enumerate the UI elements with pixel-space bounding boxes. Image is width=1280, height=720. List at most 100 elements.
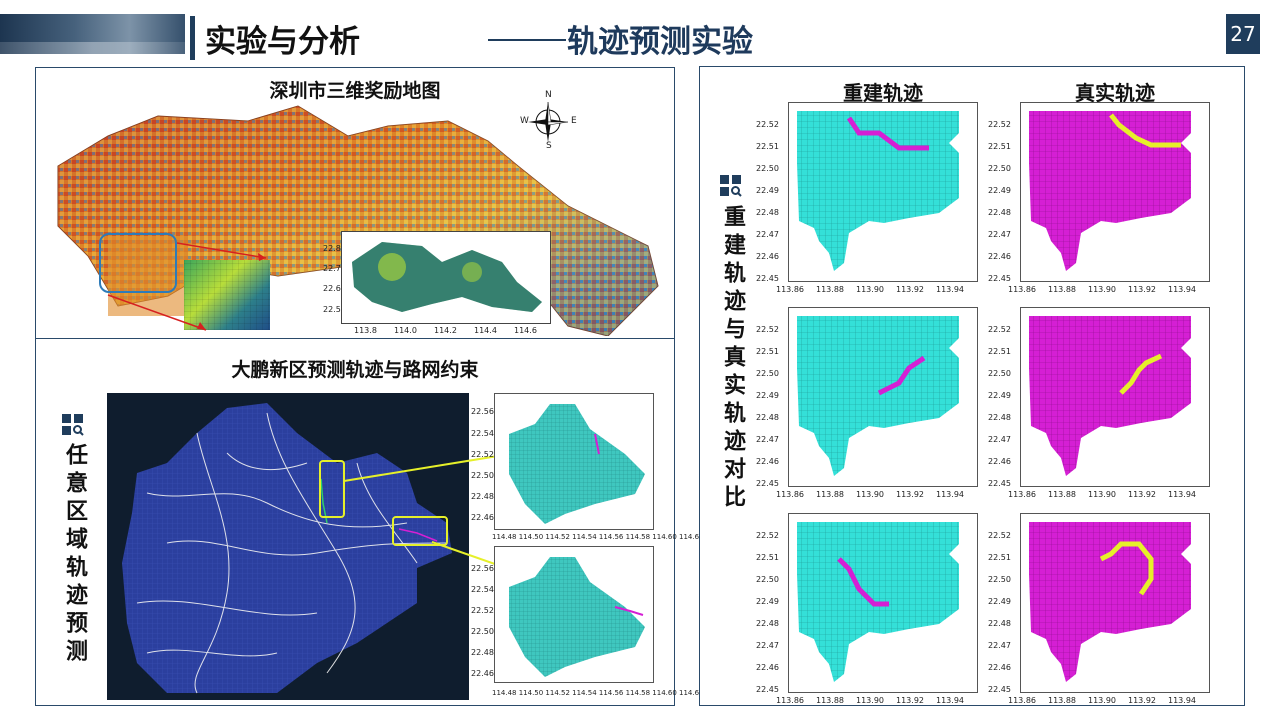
ytick-1-1-1: 22.51 bbox=[988, 347, 1011, 356]
inset-ytick-0: 22.8 bbox=[323, 244, 341, 253]
inset-ytick-2: 22.6 bbox=[323, 284, 341, 293]
ytick-0-0-0: 22.52 bbox=[756, 120, 779, 129]
xtick-1-1-4: 113.94 bbox=[1168, 490, 1196, 499]
xtick-1-0-2: 113.90 bbox=[856, 490, 884, 499]
ytick-1-1-4: 22.48 bbox=[988, 413, 1011, 422]
ytick-2-1-7: 22.45 bbox=[988, 685, 1011, 694]
highlight-region-box bbox=[99, 233, 177, 293]
ytick-1-0-1: 22.51 bbox=[756, 347, 779, 356]
upper-ytick-5: 22.46 bbox=[471, 513, 494, 522]
ytick-0-0-5: 22.47 bbox=[756, 230, 779, 239]
ytick-1-0-6: 22.46 bbox=[756, 457, 779, 466]
ytick-1-0-3: 22.49 bbox=[756, 391, 779, 400]
inset-xtick-0: 113.8 bbox=[354, 326, 377, 335]
xtick-1-0-4: 113.94 bbox=[936, 490, 964, 499]
reconstructed-trajectory-plot-3 bbox=[788, 513, 978, 693]
road-network-map bbox=[107, 393, 469, 700]
ytick-2-0-0: 22.52 bbox=[756, 531, 779, 540]
compass-rose-icon bbox=[524, 98, 572, 146]
ytick-1-1-2: 22.50 bbox=[988, 369, 1011, 378]
xtick-0-0-2: 113.90 bbox=[856, 285, 884, 294]
ytick-0-1-4: 22.48 bbox=[988, 208, 1011, 217]
xtick-2-0-4: 113.94 bbox=[936, 696, 964, 705]
xtick-0-0-1: 113.88 bbox=[816, 285, 844, 294]
zoom-arrows bbox=[107, 242, 267, 331]
lower-ytick-4: 22.48 bbox=[471, 648, 494, 657]
search-grid-icon bbox=[62, 414, 84, 436]
xtick-1-1-2: 113.90 bbox=[1088, 490, 1116, 499]
xtick-0-1-2: 113.90 bbox=[1088, 285, 1116, 294]
inset-2d-reward-plot bbox=[341, 231, 551, 324]
reward-map-3d-image bbox=[57, 105, 659, 336]
real-trajectory-plot-1 bbox=[1020, 102, 1210, 282]
reward-map-title: 深圳市三维奖励地图 bbox=[269, 80, 441, 102]
inset-xtick-4: 114.6 bbox=[514, 326, 537, 335]
lower-ytick-1: 22.54 bbox=[471, 585, 494, 594]
vertical-label-compare: 重建轨迹与真实轨迹对比 bbox=[717, 205, 745, 522]
xtick-0-1-1: 113.88 bbox=[1048, 285, 1076, 294]
ytick-0-0-7: 22.45 bbox=[756, 274, 779, 283]
xtick-2-1-0: 113.86 bbox=[1008, 696, 1036, 705]
inset-ytick-1: 22.7 bbox=[323, 264, 341, 273]
compass-w-label: W bbox=[520, 116, 529, 126]
ytick-2-0-2: 22.50 bbox=[756, 575, 779, 584]
ytick-2-0-1: 22.51 bbox=[756, 553, 779, 562]
xtick-0-1-3: 113.92 bbox=[1128, 285, 1156, 294]
lower-xticks: 114.48 114.50 114.52 114.54 114.56 114.5… bbox=[492, 689, 704, 697]
upper-ytick-3: 22.50 bbox=[471, 471, 494, 480]
ytick-0-1-1: 22.51 bbox=[988, 142, 1011, 151]
ytick-2-0-5: 22.47 bbox=[756, 641, 779, 650]
ytick-0-0-2: 22.50 bbox=[756, 164, 779, 173]
vertical-label-arbitrary: 任意区域轨迹预测 bbox=[59, 443, 87, 676]
xtick-2-0-2: 113.90 bbox=[856, 696, 884, 705]
vertical-label-arbitrary-text: 任意区域轨迹预测 bbox=[62, 443, 87, 667]
dapeng-panel: 大鹏新区预测轨迹与路网约束 任意区域轨迹预测 bbox=[35, 338, 704, 706]
ytick-2-1-4: 22.48 bbox=[988, 619, 1011, 628]
ytick-0-1-5: 22.47 bbox=[988, 230, 1011, 239]
dapeng-title: 大鹏新区预测轨迹与路网约束 bbox=[231, 359, 479, 381]
xtick-0-0-4: 113.94 bbox=[936, 285, 964, 294]
ytick-2-0-3: 22.49 bbox=[756, 597, 779, 606]
inset-ytick-3: 22.5 bbox=[323, 305, 341, 314]
lower-ytick-2: 22.52 bbox=[471, 606, 494, 615]
real-trajectory-plot-2 bbox=[1020, 307, 1210, 487]
xtick-2-1-4: 113.94 bbox=[1168, 696, 1196, 705]
ytick-1-0-0: 22.52 bbox=[756, 325, 779, 334]
xtick-2-1-2: 113.90 bbox=[1088, 696, 1116, 705]
xtick-1-0-0: 113.86 bbox=[776, 490, 804, 499]
ytick-2-1-6: 22.46 bbox=[988, 663, 1011, 672]
xtick-0-1-4: 113.94 bbox=[1168, 285, 1196, 294]
topic-title: 轨迹预测实验 bbox=[567, 24, 753, 60]
real-trajectory-plot-3 bbox=[1020, 513, 1210, 693]
search-grid-icon-right bbox=[720, 175, 742, 197]
ytick-1-1-6: 22.46 bbox=[988, 457, 1011, 466]
xtick-1-0-1: 113.88 bbox=[816, 490, 844, 499]
compass-e-label: E bbox=[571, 116, 577, 126]
reconstructed-trajectory-plot-1 bbox=[788, 102, 978, 282]
title-dash bbox=[488, 39, 566, 41]
ytick-1-1-3: 22.49 bbox=[988, 391, 1011, 400]
zoom-reward-patch bbox=[184, 260, 270, 330]
xtick-1-1-3: 113.92 bbox=[1128, 490, 1156, 499]
ytick-2-1-1: 22.51 bbox=[988, 553, 1011, 562]
ytick-0-1-0: 22.52 bbox=[988, 120, 1011, 129]
inset-xtick-3: 114.4 bbox=[474, 326, 497, 335]
inset-xtick-1: 114.0 bbox=[394, 326, 417, 335]
ytick-1-0-2: 22.50 bbox=[756, 369, 779, 378]
ytick-2-1-3: 22.49 bbox=[988, 597, 1011, 606]
header-banner-image bbox=[0, 14, 185, 54]
upper-ytick-4: 22.48 bbox=[471, 492, 494, 501]
inset-xtick-2: 114.2 bbox=[434, 326, 457, 335]
upper-ytick-1: 22.54 bbox=[471, 429, 494, 438]
xtick-1-1-1: 113.88 bbox=[1048, 490, 1076, 499]
xtick-0-0-3: 113.92 bbox=[896, 285, 924, 294]
ytick-2-1-2: 22.50 bbox=[988, 575, 1011, 584]
ytick-1-0-5: 22.47 bbox=[756, 435, 779, 444]
upper-xticks: 114.48 114.50 114.52 114.54 114.56 114.5… bbox=[492, 533, 704, 541]
ytick-1-0-4: 22.48 bbox=[756, 413, 779, 422]
ytick-1-1-0: 22.52 bbox=[988, 325, 1011, 334]
xtick-1-1-0: 113.86 bbox=[1008, 490, 1036, 499]
lower-ytick-0: 22.56 bbox=[471, 564, 494, 573]
ytick-0-1-7: 22.45 bbox=[988, 274, 1011, 283]
ytick-0-0-6: 22.46 bbox=[756, 252, 779, 261]
